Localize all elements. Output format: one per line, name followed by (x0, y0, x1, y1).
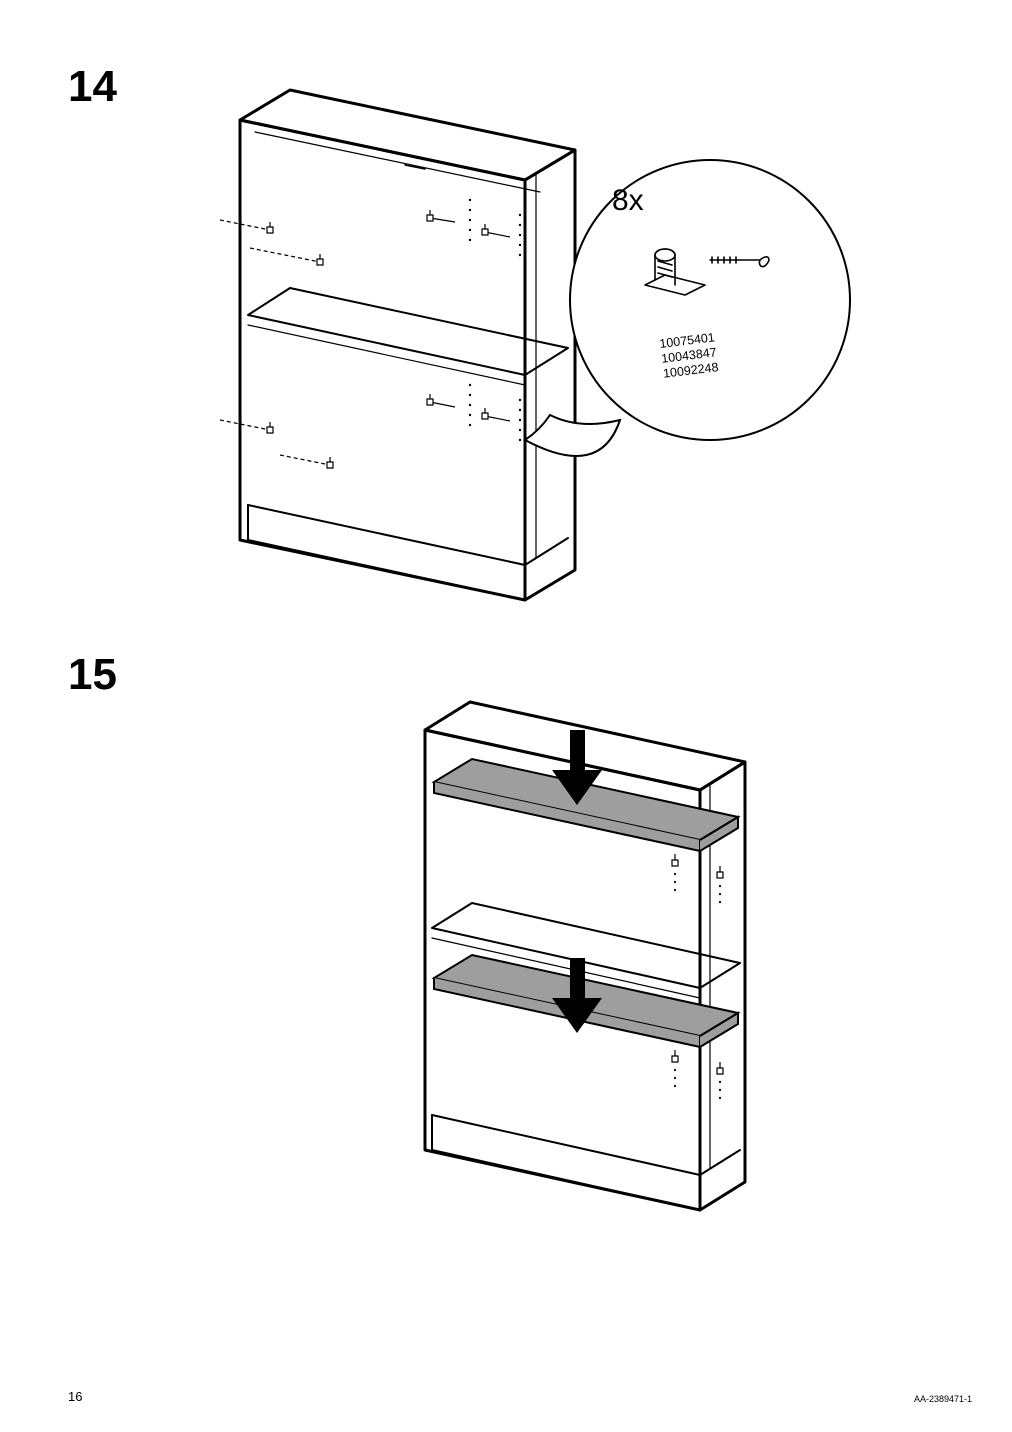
step-14-diagram: 8x 10075401 (180, 70, 880, 630)
footer-page-number: 16 (68, 1389, 82, 1404)
step-15-diagram (380, 690, 800, 1250)
step-14-number: 14 (68, 62, 117, 112)
page: 14 (0, 0, 1012, 1432)
step-14-svg: 8x 10075401 (180, 70, 880, 630)
footer-doc-id: AA-2389471-1 (914, 1394, 972, 1404)
step-15-number: 15 (68, 650, 117, 700)
callout-qty: 8x (612, 184, 644, 217)
step-15-svg (380, 690, 800, 1250)
